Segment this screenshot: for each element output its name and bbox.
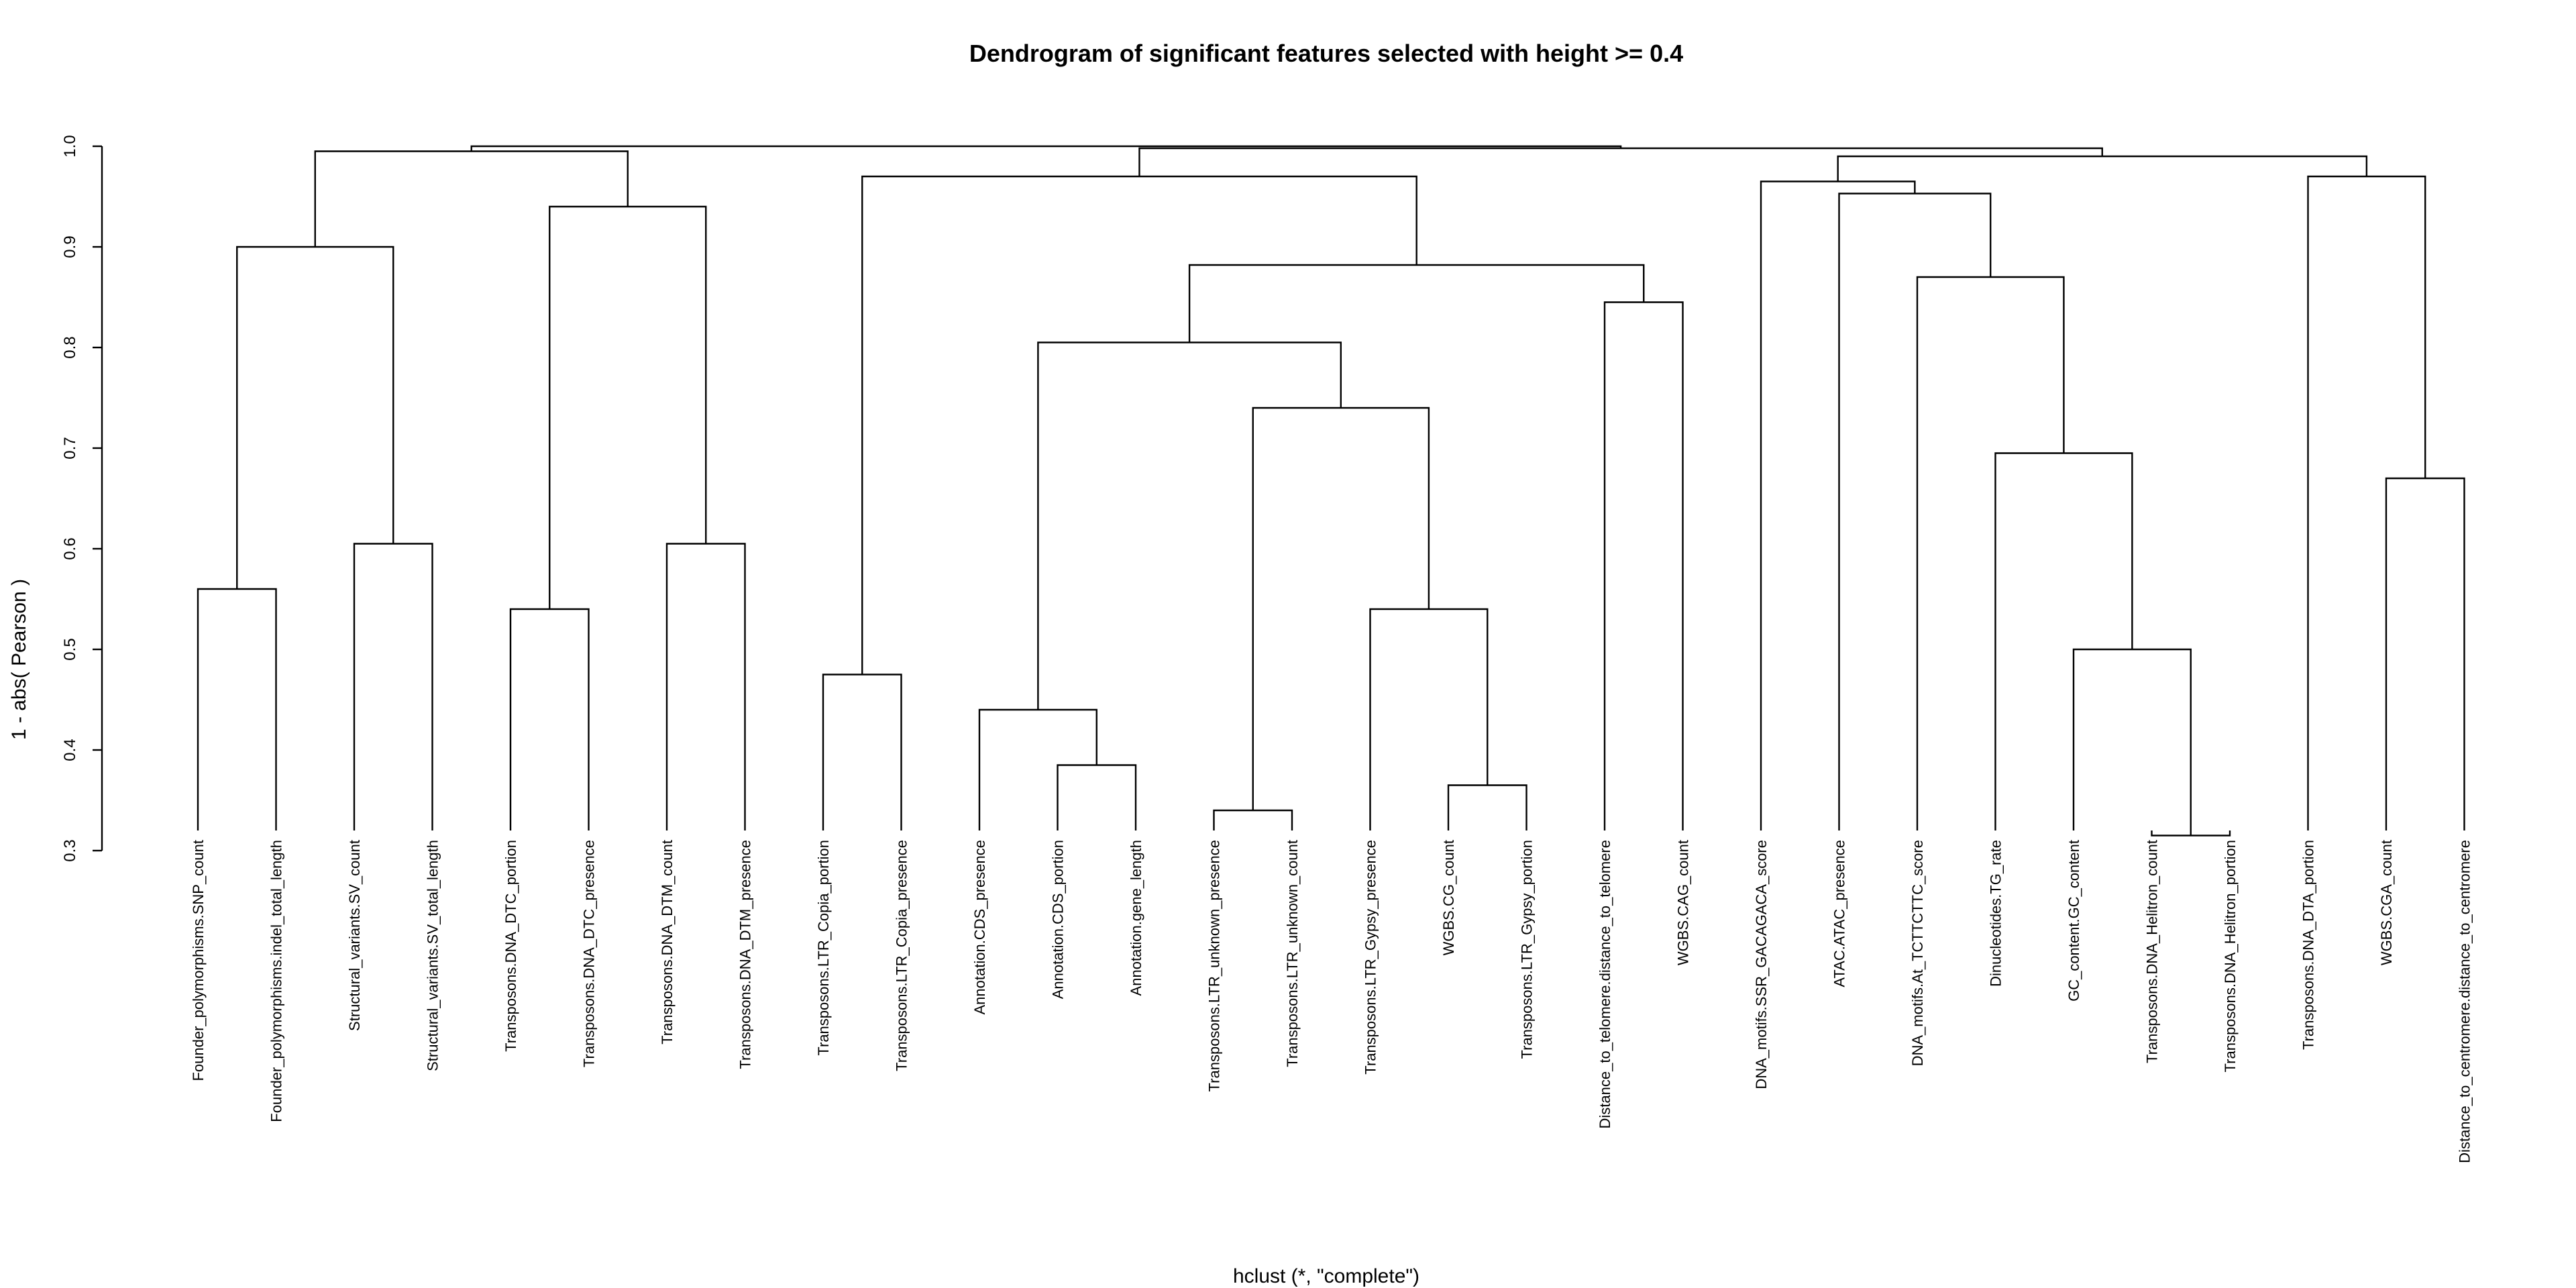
dendrogram-link: [1037, 341, 1342, 710]
dendrogram-merge: [1447, 784, 1527, 830]
dendrogram-merge: [861, 175, 1417, 675]
y-tick-label: 0.4: [61, 739, 79, 761]
dendrogram-link: [1138, 147, 2103, 176]
dendrogram-link: [978, 708, 1097, 830]
leaf-label: DNA_motifs.SSR_GACAGACA_score: [1753, 840, 1770, 1089]
leaf-label: Structural_variants.SV_total_length: [425, 840, 441, 1071]
chart-subtitle: hclust (*, "complete"): [1233, 1265, 1419, 1287]
leaf-label: Transposons.DNA_DTC_portion: [502, 840, 519, 1052]
leaf-label: Dinucleotides.TG_rate: [1988, 840, 2004, 987]
leaf-label: Annotation.CDS_portion: [1050, 840, 1067, 999]
dendrogram-link: [314, 150, 629, 247]
leaf-label: Transposons.DNA_DTA_portion: [2300, 840, 2317, 1050]
dendrogram-merge: [1188, 264, 1645, 343]
leaf-label: Transposons.DNA_Helitron_portion: [2222, 840, 2239, 1072]
dendrogram-merge: [1837, 155, 2368, 182]
dendrogram-merge: [1213, 809, 1293, 830]
dendrogram-link: [2307, 175, 2426, 830]
dendrogram-link: [197, 588, 277, 830]
dendrogram-link: [822, 674, 902, 830]
leaf-label: Transposons.LTR_Copia_portion: [815, 840, 832, 1056]
dendrogram-merge: [2307, 175, 2426, 830]
dendrogram-merge: [2072, 648, 2192, 836]
dendrogram-link: [665, 543, 746, 830]
dendrogram-merge: [1838, 193, 1992, 830]
leaf-label: Distance_to_telomere.distance_to_telomer…: [1597, 840, 1613, 1128]
dendrogram-link: [1057, 764, 1137, 830]
leaf-label: Distance_to_centromere.distance_to_centr…: [2457, 840, 2473, 1163]
dendrogram-merge: [509, 608, 590, 830]
y-tick-label: 0.5: [61, 638, 79, 660]
dendrogram-merge: [1760, 180, 1916, 830]
dendrogram-link: [861, 175, 1417, 675]
leaf-label: WGBS.CAG_count: [1675, 840, 1692, 965]
dendrogram-link: [2072, 648, 2192, 836]
dendrogram-merge: [1994, 452, 2133, 830]
dendrogram-merge: [1916, 276, 2065, 830]
y-axis: 0.3 0.4 0.5 0.6 0.7 0.8 0.9 1.0: [61, 135, 103, 862]
dendrogram-merge: [1369, 608, 1489, 830]
dendrogram-link: [353, 543, 433, 830]
leaf-labels: Founder_polymorphisms.SNP_count Founder_p…: [190, 840, 2473, 1163]
dendrogram-link: [1760, 180, 1916, 830]
dendrogram-merge: [1138, 147, 2103, 176]
dendrogram-merge: [236, 246, 394, 589]
leaf-label: Transposons.DNA_Helitron_count: [2144, 840, 2161, 1063]
dendrogram-link: [549, 205, 707, 609]
leaf-label: WGBS.CGA_count: [2378, 840, 2395, 965]
y-tick-label: 1.0: [61, 135, 79, 157]
dendrogram-link: [1994, 452, 2133, 830]
dendrogram-link: [1916, 276, 2065, 830]
dendrogram-link: [1837, 155, 2368, 182]
leaf-label: Transposons.DNA_DTC_presence: [581, 840, 598, 1067]
y-tick-label: 0.3: [61, 839, 79, 861]
dendrogram-merge: [978, 708, 1097, 830]
dendrogram-link: [1838, 193, 1992, 830]
dendrogram-link: [1447, 784, 1527, 830]
leaf-label: ATAC.ATAC_presence: [1831, 840, 1848, 987]
dendrogram-merge: [2385, 477, 2465, 830]
leaf-label: Transposons.DNA_DTM_presence: [737, 840, 754, 1069]
dendrogram-link: [470, 145, 1622, 152]
leaf-label: Annotation.gene_length: [1128, 840, 1144, 996]
dendrogram-merge: [470, 145, 1622, 152]
dendrogram-link: [1213, 809, 1293, 830]
y-tick-label: 0.7: [61, 437, 79, 459]
dendrogram-merge: [822, 674, 902, 830]
dendrogram-link: [1369, 608, 1489, 830]
chart-title: Dendrogram of significant features selec…: [969, 40, 1683, 67]
leaf-label: Structural_variants.SV_count: [346, 840, 363, 1031]
dendrogram-link: [1603, 301, 1684, 830]
dendrogram-merge: [1057, 764, 1137, 830]
dendrogram-merge: [1037, 341, 1342, 710]
y-tick-label: 0.9: [61, 235, 79, 258]
leaf-label: Founder_polymorphisms.SNP_count: [190, 840, 207, 1081]
dendrogram-tree: [197, 145, 2465, 837]
dendrogram-merge: [549, 205, 707, 609]
leaf-label: Transposons.LTR_Gypsy_presence: [1362, 840, 1379, 1075]
dendrogram-link: [509, 608, 590, 830]
y-tick-label: 0.8: [61, 336, 79, 358]
leaf-label: Annotation.CDS_presence: [971, 840, 988, 1015]
dendrogram-merge: [314, 150, 629, 247]
y-tick-label: 0.6: [61, 537, 79, 559]
dendrogram-link: [2385, 477, 2465, 830]
y-axis-label: 1 - abs( Pearson ): [8, 579, 30, 740]
dendrogram-link: [1188, 264, 1645, 343]
dendrogram-merge: [1603, 301, 1684, 830]
dendrogram-link: [236, 246, 394, 589]
leaf-label: GC_content.GC_content: [2065, 840, 2082, 1002]
leaf-label: DNA_motifs.At_TCTTCTTC_score: [1909, 840, 1926, 1066]
leaf-label: Transposons.LTR_unknown_count: [1284, 840, 1301, 1067]
dendrogram-merge: [197, 588, 277, 830]
dendrogram-merge: [353, 543, 433, 830]
leaf-label: Transposons.LTR_unknown_presence: [1206, 840, 1223, 1091]
leaf-label: Transposons.DNA_DTM_count: [659, 840, 676, 1044]
leaf-label: Transposons.LTR_Gypsy_portion: [1519, 840, 1536, 1059]
leaf-label: WGBS.CG_count: [1440, 840, 1457, 955]
leaf-label: Transposons.LTR_Copia_presence: [894, 840, 910, 1071]
dendrogram-merge: [665, 543, 746, 830]
leaf-label: Founder_polymorphisms.indel_total_length: [268, 840, 285, 1122]
